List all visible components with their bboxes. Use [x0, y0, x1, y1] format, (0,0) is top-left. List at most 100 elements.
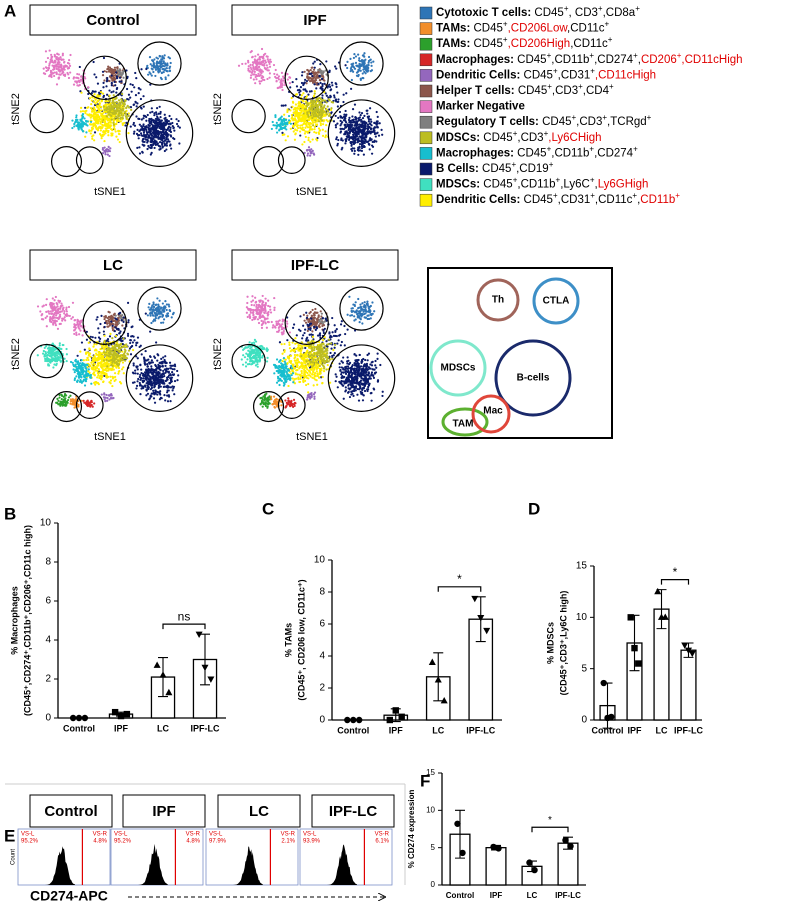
tsne-dot	[306, 152, 310, 155]
tsne-dot	[55, 83, 59, 86]
tsne-dot	[361, 72, 364, 75]
tsne-dot	[44, 50, 48, 53]
tsne-dot	[163, 394, 166, 397]
tsne-dot	[165, 121, 168, 124]
tsne-dot	[144, 363, 147, 366]
tsne-dot	[274, 115, 277, 119]
tsne-dot	[102, 129, 105, 133]
tsne-dot	[94, 119, 97, 122]
tsne-dot	[58, 316, 61, 319]
tsne-dot	[158, 299, 161, 302]
tsne-dot	[57, 65, 60, 68]
tsne-plot	[36, 295, 180, 409]
tsne-dot	[320, 71, 323, 74]
tsne-dot	[53, 316, 57, 319]
tsne-dot	[159, 134, 163, 137]
tsne-dot	[293, 138, 297, 141]
tsne-dot	[146, 133, 149, 136]
tsne-dot	[152, 70, 155, 74]
tsne-dot	[303, 70, 306, 73]
tsne-dot	[51, 348, 54, 351]
tsne-dot	[95, 116, 98, 120]
tsne-dot	[121, 122, 124, 125]
tsne-dot	[116, 66, 119, 69]
tsne-dot	[161, 360, 164, 364]
tsne-dot	[88, 348, 91, 351]
tsne-dot	[101, 148, 104, 151]
tsne-dot	[344, 125, 347, 128]
tsne-dot	[136, 368, 139, 371]
tsne-dot	[103, 348, 106, 351]
tsne-dot	[129, 83, 132, 86]
tsne-dot	[310, 77, 313, 81]
tsne-dot	[78, 65, 81, 69]
tsne-dot	[104, 367, 107, 370]
tsne-dot	[350, 87, 353, 90]
tsne-dot	[143, 114, 147, 118]
tsne-dot	[336, 142, 339, 145]
tsne-dot	[316, 71, 319, 74]
tsne-dot	[144, 349, 147, 353]
tsne-dot	[127, 132, 130, 135]
tsne-dot	[137, 117, 140, 120]
tsne-dot	[47, 350, 50, 354]
tsne-dot	[129, 353, 133, 356]
tsne-dot	[115, 348, 119, 351]
tsne-dot	[153, 356, 157, 359]
tsne-dot	[152, 389, 155, 392]
tsne-dot	[100, 347, 104, 350]
tsne-dot	[173, 137, 176, 141]
tsne-dot	[134, 71, 137, 75]
tsne-dot	[168, 309, 171, 312]
tsne-dot	[376, 126, 379, 129]
tsne-dot	[52, 68, 55, 71]
tsne-dot	[119, 311, 122, 314]
tsne-dot	[144, 312, 147, 315]
tsne-dot	[280, 71, 284, 74]
tsne-dot	[111, 79, 114, 82]
tsne-dot	[284, 125, 287, 128]
tsne-dot	[155, 373, 158, 376]
tsne-dot	[76, 369, 79, 372]
tsne-dot	[110, 118, 113, 121]
tsne-dot	[344, 142, 347, 145]
tsne-dot	[106, 396, 109, 400]
tsne-dot	[71, 301, 75, 304]
tsne-dot	[353, 139, 357, 142]
tsne-dot	[330, 111, 333, 114]
tsne-dot	[290, 117, 293, 120]
tsne-dot	[56, 356, 59, 360]
tsne-dot	[319, 108, 322, 111]
tsne-dot	[328, 114, 331, 117]
tsne-dot	[121, 339, 124, 342]
tsne-dot	[111, 129, 114, 132]
tsne-dot	[310, 101, 313, 104]
tsne-dot	[252, 67, 255, 70]
tsne-dot	[137, 92, 140, 95]
tsne-dot	[364, 124, 367, 128]
tsne-dot	[79, 325, 82, 328]
tsne-dot	[357, 137, 360, 140]
tsne-dot	[295, 125, 299, 128]
tsne-dot	[107, 131, 110, 134]
tsne-dot	[131, 325, 134, 328]
tsne-dot	[304, 126, 307, 129]
tsne-dot	[321, 128, 324, 131]
tsne-dot	[143, 379, 146, 382]
tsne-dot	[119, 339, 122, 342]
tsne-dot	[115, 100, 118, 104]
tsne-dot	[129, 338, 132, 342]
tsne-dot	[121, 350, 124, 353]
tsne-dot	[328, 83, 331, 86]
tsne-dot	[119, 120, 122, 123]
tsne-dot	[55, 319, 58, 323]
tsne-dot	[170, 147, 173, 150]
tsne-dot	[370, 120, 373, 123]
tsne-dot	[337, 100, 340, 103]
tsne-dot	[354, 61, 358, 65]
tsne-dot	[61, 52, 64, 55]
tsne-dot	[110, 81, 113, 85]
tsne-dot	[313, 92, 316, 95]
tsne-dot	[342, 115, 346, 118]
tsne-dot	[155, 134, 158, 137]
